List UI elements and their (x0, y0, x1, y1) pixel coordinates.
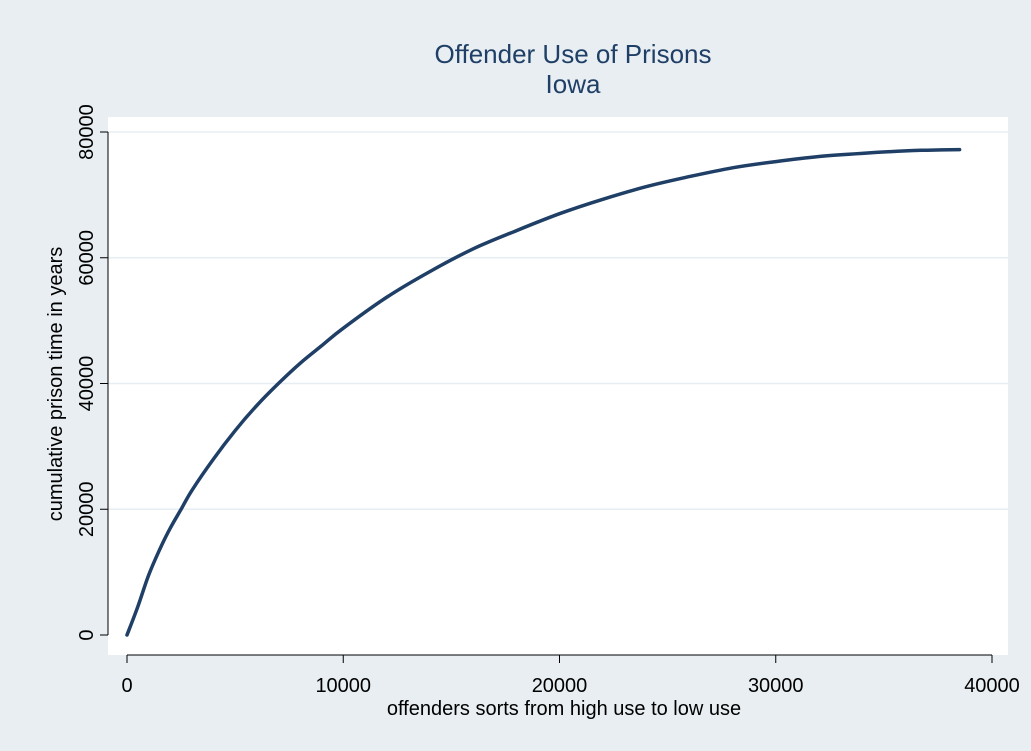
chart-subtitle: Iowa (546, 69, 601, 99)
x-tick-label: 40000 (964, 675, 1020, 697)
series-line (125, 147, 962, 637)
y-tick-label: 40000 (76, 356, 98, 412)
y-tick-label: 60000 (76, 230, 98, 286)
x-tick-label: 30000 (748, 675, 804, 697)
y-axis-label: cumulative prison time in years (45, 247, 67, 522)
y-tick-label: 20000 (76, 481, 98, 537)
y-tick-label: 0 (76, 629, 98, 640)
gridlines (108, 131, 1008, 510)
axes: 0 20000 40000 60000 80000 0 10000 20000 30000 400… (76, 104, 1020, 697)
x-tick-label: 0 (121, 675, 132, 697)
x-tick-label: 10000 (315, 675, 371, 697)
y-tick-label: 80000 (76, 104, 98, 160)
chart-title: Offender Use of Prisons (435, 39, 712, 69)
plot-area (108, 117, 1008, 655)
x-tick-label: 20000 (532, 675, 588, 697)
series (125, 147, 962, 637)
x-axis-label: offenders sorts from high use to low use (387, 698, 741, 720)
